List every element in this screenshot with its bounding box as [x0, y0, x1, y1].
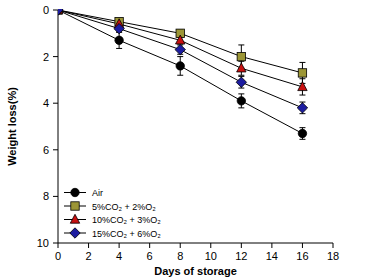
legend-marker — [70, 228, 80, 238]
error-cap — [299, 62, 305, 63]
y-tick-label: 2 — [43, 51, 49, 63]
x-tick — [149, 243, 150, 248]
point — [298, 129, 306, 137]
point — [237, 97, 245, 105]
y-tick — [53, 149, 58, 150]
plot-data — [58, 9, 308, 139]
legend-marker — [71, 188, 79, 196]
error-cap — [238, 44, 244, 45]
legend-label: Air — [92, 188, 103, 198]
y-axis-title: Weight loss(%) — [6, 87, 18, 166]
error-cap — [177, 75, 183, 76]
point — [298, 69, 306, 77]
x-tick — [119, 243, 120, 248]
series-line — [58, 10, 302, 108]
point — [176, 35, 185, 44]
y-axis — [58, 10, 59, 243]
y-tick — [53, 103, 58, 104]
x-tick-label: 2 — [85, 250, 91, 262]
y-tick-label: 6 — [43, 144, 49, 156]
x-tick-label: 6 — [147, 250, 153, 262]
error-cap — [238, 107, 244, 108]
error-cap — [177, 56, 183, 57]
x-tick-label: 8 — [177, 250, 183, 262]
y-tick — [53, 196, 58, 197]
x-tick-label: 10 — [205, 250, 217, 262]
point — [297, 103, 307, 113]
legend: Air 5%CO₂ + 2%O₂ 10%CO₂ + 3%O₂ 15%CO₂ + 6%O… — [64, 188, 161, 239]
x-tick — [210, 243, 211, 248]
x-axis-title: Days of storage — [154, 265, 237, 277]
point — [237, 52, 245, 60]
x-tick-label: 0 — [55, 250, 61, 262]
error-cap — [299, 139, 305, 140]
y-tick-label: 8 — [43, 190, 49, 202]
x-tick — [58, 243, 59, 248]
x-tick-label: 12 — [235, 250, 247, 262]
x-tick-label: 18 — [327, 250, 339, 262]
series-line — [58, 10, 302, 133]
point — [115, 36, 123, 44]
x-tick-label: 14 — [266, 250, 278, 262]
y-tick — [53, 10, 58, 11]
x-tick-label: 4 — [116, 250, 122, 262]
error-cap — [299, 95, 305, 96]
legend-marker — [70, 214, 79, 223]
point — [58, 9, 63, 15]
x-axis — [58, 243, 333, 244]
y-tick-label: 4 — [43, 97, 49, 109]
point — [237, 63, 246, 72]
error-cap — [299, 78, 305, 79]
x-tick — [180, 243, 181, 248]
legend-label: 10%CO₂ + 3%O₂ — [92, 215, 161, 225]
x-tick — [88, 243, 89, 248]
x-tick — [241, 243, 242, 248]
error-cap — [238, 93, 244, 94]
y-tick-label: 10 — [37, 237, 49, 249]
y-tick — [53, 56, 58, 57]
legend-marker — [71, 202, 79, 210]
x-tick — [271, 243, 272, 248]
error-cap — [116, 48, 122, 49]
point — [298, 82, 307, 91]
x-tick — [333, 243, 334, 248]
y-tick — [53, 243, 58, 244]
legend-label: 5%CO₂ + 2%O₂ — [92, 202, 156, 212]
error-cap — [238, 75, 244, 76]
y-tick-label: 0 — [43, 4, 49, 16]
error-cap — [299, 127, 305, 128]
series-line — [58, 10, 302, 73]
point — [175, 44, 185, 54]
legend-label: 15%CO₂ + 6%O₂ — [92, 229, 161, 239]
x-tick-label: 16 — [296, 250, 308, 262]
point — [114, 23, 124, 33]
point — [176, 62, 184, 70]
point — [236, 77, 246, 87]
x-tick — [302, 243, 303, 248]
